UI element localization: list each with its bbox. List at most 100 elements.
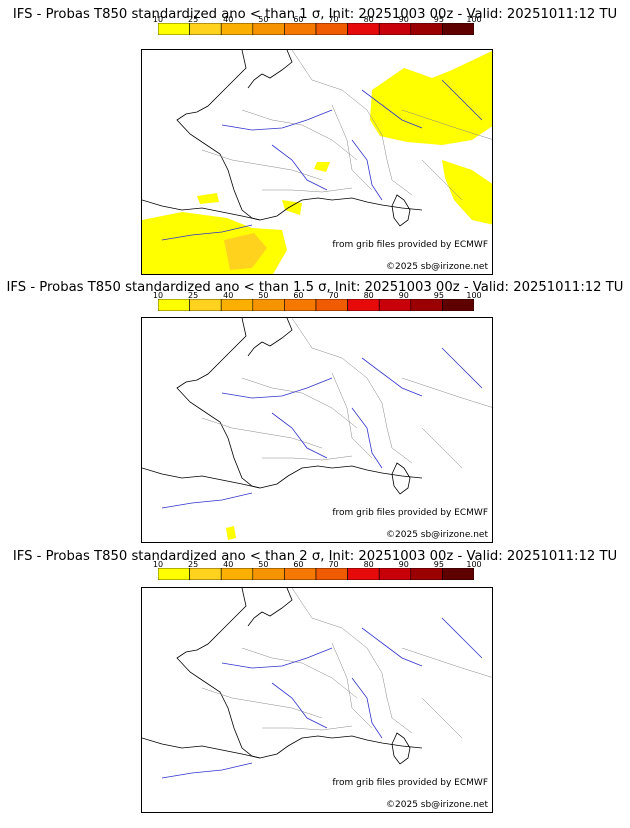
colorbar-segment xyxy=(220,299,254,311)
probability-map: from grib files provided by ECMWF ©2025 … xyxy=(141,317,493,543)
panel-3: IFS - Probas T850 standardized ano < tha… xyxy=(0,545,630,821)
colorbar-segment xyxy=(315,23,348,35)
borders xyxy=(201,318,492,469)
colorbar-tick-label: 80 xyxy=(363,291,374,300)
source-credit: from grib files provided by ECMWF xyxy=(332,508,488,518)
colorbar-tick-label: 90 xyxy=(398,15,409,24)
colorbar-segment xyxy=(220,568,254,580)
colorbar-tick-label: 95 xyxy=(433,560,444,569)
colorbar-segment xyxy=(284,299,317,311)
probability-colorbar xyxy=(158,568,474,580)
rivers xyxy=(161,617,483,779)
colorbar-segment xyxy=(284,23,317,35)
prob-area-iberia-orange xyxy=(224,233,267,270)
probability-areas xyxy=(226,526,236,540)
scale-labels: 10 25 40 50 60 70 80 90 95 100 xyxy=(153,291,482,301)
probability-map: from grib files provided by ECMWF ©2025 … xyxy=(141,587,493,813)
colorbar-tick-label: 95 xyxy=(433,291,444,300)
probability-colorbar xyxy=(158,23,474,35)
copyright-credit: ©2025 sb@irizone.net xyxy=(386,530,488,540)
prob-area-northeast xyxy=(370,50,492,145)
colorbar-segment xyxy=(442,568,474,580)
borders xyxy=(201,50,492,201)
colorbar-tick-label: 90 xyxy=(398,560,409,569)
probability-map: from grib files provided by ECMWF ©2025 … xyxy=(141,49,493,275)
scale-labels: 10 25 40 50 60 70 80 90 95 100 xyxy=(153,560,482,570)
panel-title: IFS - Probas T850 standardized ano < tha… xyxy=(12,7,618,22)
colorbar-tick-label: 80 xyxy=(363,15,374,24)
colorbar-tick-label: 50 xyxy=(258,560,269,569)
colorbar-segment xyxy=(442,23,474,35)
coastline xyxy=(142,588,423,765)
source-credit: from grib files provided by ECMWF xyxy=(332,240,488,250)
panel-2: IFS - Probas T850 standardized ano < tha… xyxy=(0,276,630,552)
colorbar-tick-label: 90 xyxy=(398,291,409,300)
colorbar-segment xyxy=(158,568,190,580)
colorbar-tick-label: 25 xyxy=(188,15,199,24)
colorbar-tick-label: 10 xyxy=(152,560,164,569)
prob-area-iberia xyxy=(142,212,287,274)
colorbar-tick-label: 50 xyxy=(258,291,269,300)
colorbar-tick-label: 100 xyxy=(466,15,482,24)
colorbar-segment xyxy=(189,23,222,35)
copyright-credit: ©2025 sb@irizone.net xyxy=(386,262,488,272)
prob-area-alps-east xyxy=(442,160,492,225)
prob-area-pyrenees xyxy=(282,200,302,215)
borders xyxy=(201,588,492,739)
colorbar-segment xyxy=(442,299,474,311)
copyright-credit: ©2025 sb@irizone.net xyxy=(386,800,488,810)
colorbar-tick-label: 60 xyxy=(293,291,304,300)
coastline xyxy=(142,318,423,495)
colorbar-tick-label: 50 xyxy=(258,15,269,24)
colorbar-segment xyxy=(410,299,443,311)
map-canvas xyxy=(142,318,492,540)
colorbar-tick-label: 25 xyxy=(188,560,199,569)
colorbar-tick-label: 70 xyxy=(328,560,339,569)
coastline xyxy=(142,50,423,227)
colorbar-tick-label: 10 xyxy=(152,291,164,300)
colorbar-segment xyxy=(189,299,222,311)
colorbar-tick-label: 70 xyxy=(328,291,339,300)
colorbar-segment xyxy=(220,23,254,35)
colorbar-segment xyxy=(410,23,443,35)
colorbar-segment xyxy=(284,568,317,580)
colorbar-tick-label: 100 xyxy=(466,291,482,300)
colorbar-tick-label: 95 xyxy=(433,15,444,24)
probability-colorbar xyxy=(158,299,474,311)
map-canvas xyxy=(142,588,492,779)
map-canvas xyxy=(142,50,492,274)
colorbar-segment xyxy=(378,568,412,580)
colorbar-segment xyxy=(158,299,190,311)
rivers xyxy=(161,347,483,509)
rivers xyxy=(161,79,483,241)
probability-areas xyxy=(142,50,492,274)
colorbar-segment xyxy=(189,568,222,580)
colorbar-segment xyxy=(378,23,412,35)
colorbar-segment xyxy=(252,568,285,580)
panel-1: IFS - Probas T850 standardized ano < tha… xyxy=(0,0,630,276)
panel-title: IFS - Probas T850 standardized ano < tha… xyxy=(12,549,618,564)
colorbar-tick-label: 80 xyxy=(363,560,374,569)
colorbar-segment xyxy=(252,23,285,35)
colorbar-tick-label: 60 xyxy=(293,15,304,24)
panel-title: IFS - Probas T850 standardized ano < tha… xyxy=(6,280,624,295)
colorbar-segment xyxy=(315,568,348,580)
scale-labels: 10 25 40 50 60 70 80 90 95 100 xyxy=(153,15,482,25)
colorbar-segment xyxy=(315,299,348,311)
prob-area-massif xyxy=(314,162,330,172)
colorbar-tick-label: 40 xyxy=(223,291,234,300)
colorbar-segment xyxy=(252,299,285,311)
colorbar-segment xyxy=(410,568,443,580)
colorbar-tick-label: 60 xyxy=(293,560,304,569)
colorbar-segment xyxy=(378,299,412,311)
colorbar-tick-label: 100 xyxy=(466,560,482,569)
colorbar-tick-label: 40 xyxy=(223,15,234,24)
prob-area-bay xyxy=(197,193,219,204)
colorbar-segment xyxy=(158,23,190,35)
colorbar-tick-label: 40 xyxy=(223,560,234,569)
colorbar-tick-label: 25 xyxy=(188,291,199,300)
colorbar-tick-label: 10 xyxy=(152,15,164,24)
prob-area-iberia-small xyxy=(226,526,236,540)
colorbar-segment xyxy=(347,568,380,580)
colorbar-segment xyxy=(347,23,380,35)
